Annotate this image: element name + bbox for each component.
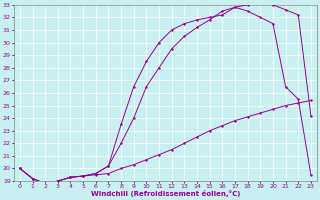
- X-axis label: Windchill (Refroidissement éolien,°C): Windchill (Refroidissement éolien,°C): [91, 190, 240, 197]
